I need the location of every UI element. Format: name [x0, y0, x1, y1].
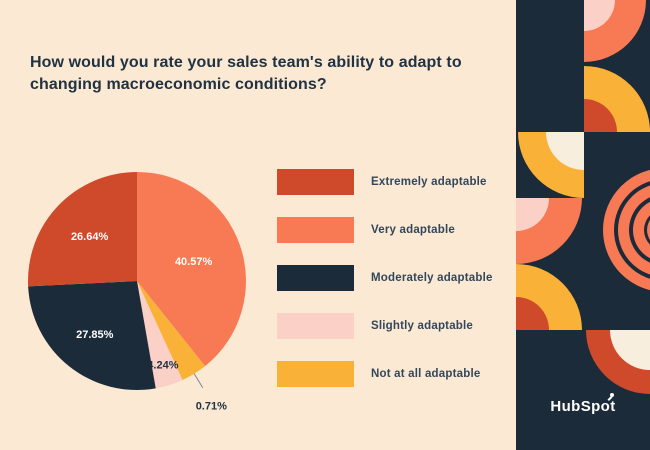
pie-slice-value-label: 26.64% [71, 231, 109, 243]
deco-ring [647, 212, 650, 248]
legend: Extremely adaptable Very adaptable Moder… [277, 169, 493, 387]
legend-label: Slightly adaptable [371, 320, 474, 332]
pie-slice-value-label: 40.57% [175, 256, 213, 268]
legend-item-moderately-adaptable: Moderately adaptable [277, 265, 493, 291]
pie-slice-value-label: 4.24% [147, 359, 178, 371]
pie-slice-value-label: 0.71% [196, 401, 227, 413]
pie-slice-slightly-adaptable [137, 281, 183, 389]
legend-label: Not at all adaptable [371, 368, 481, 380]
legend-swatch-not-at-all-adaptable [277, 361, 354, 387]
legend-swatch-moderately-adaptable [277, 265, 354, 291]
legend-label: Very adaptable [371, 224, 455, 236]
legend-item-very-adaptable: Very adaptable [277, 217, 493, 243]
pie-chart: 40.57% 0.71% 4.24% 27.85% 26.64% [27, 172, 246, 413]
deco-ring [633, 198, 650, 262]
legend-item-slightly-adaptable: Slightly adaptable [277, 313, 493, 339]
pie-label-leader-line [193, 373, 204, 388]
logo-text: t [610, 398, 616, 415]
hubspot-sprocket-icon: o [600, 393, 614, 415]
chart-title: How would you rate your sales team's abi… [30, 54, 462, 93]
legend-label: Moderately adaptable [371, 272, 493, 284]
legend-label: Extremely adaptable [371, 176, 487, 188]
legend-swatch-slightly-adaptable [277, 313, 354, 339]
hubspot-logo: HubSpot [516, 393, 650, 415]
legend-item-extremely-adaptable: Extremely adaptable [277, 169, 493, 195]
logo-text: HubSp [550, 398, 601, 415]
legend-item-not-at-all-adaptable: Not at all adaptable [277, 361, 493, 387]
pie-slice-moderately-adaptable [28, 281, 156, 391]
pie-slice-not-at-all-adaptable [137, 281, 206, 381]
pie-slice-value-label: 27.85% [76, 329, 114, 341]
legend-swatch-extremely-adaptable [277, 169, 354, 195]
pie-slice-very-adaptable [137, 172, 246, 367]
legend-swatch-very-adaptable [277, 217, 354, 243]
pie-slice-extremely-adaptable [27, 172, 137, 287]
decorative-panel: HubSpot [516, 0, 650, 450]
